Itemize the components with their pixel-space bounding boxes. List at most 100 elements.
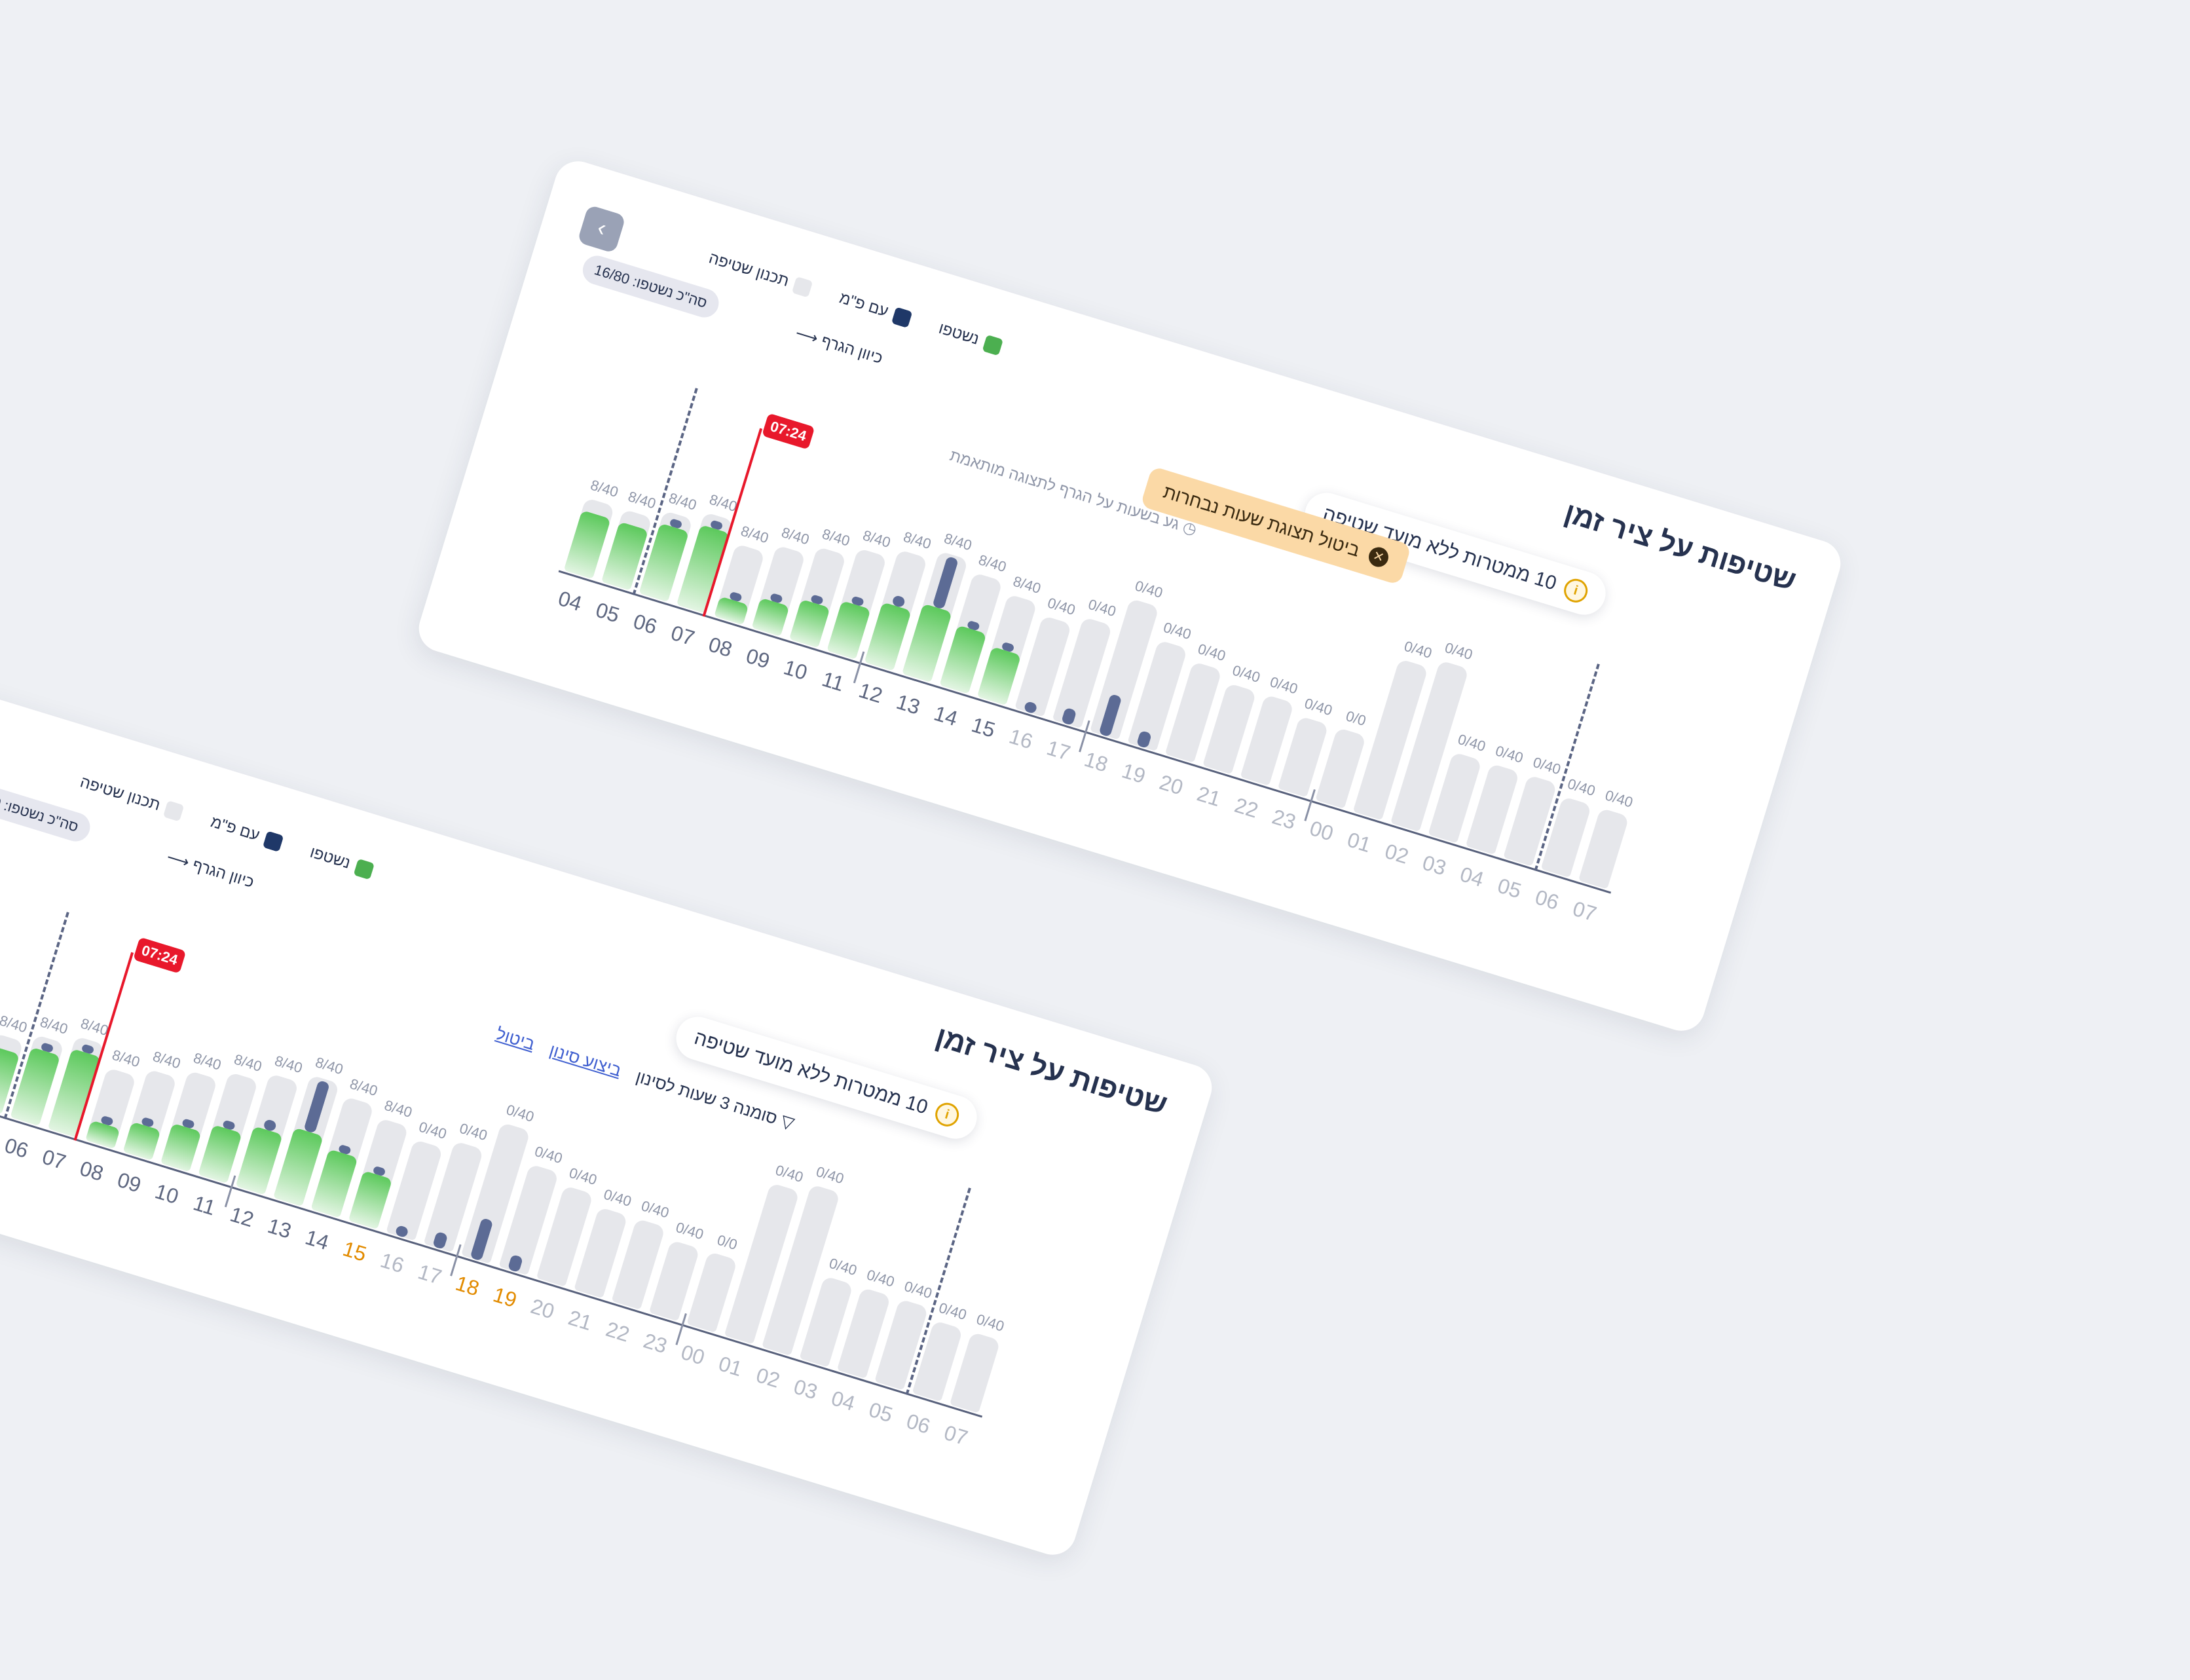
hour-tick-label[interactable]: 23 xyxy=(640,1328,670,1358)
capacity-label: 0/40 xyxy=(532,1142,565,1167)
capacity-label: 0/40 xyxy=(937,1299,969,1324)
hour-tick-label[interactable]: 07 xyxy=(668,620,697,650)
hour-tick-label[interactable]: 20 xyxy=(528,1294,557,1324)
hour-tick-label[interactable]: 07 xyxy=(1570,896,1599,926)
legend-label: תכנון שטיפה xyxy=(707,249,791,291)
hour-tick-label[interactable]: 23 xyxy=(1269,804,1299,834)
capacity-label: 8/40 xyxy=(110,1046,142,1071)
legend-label: עם פ"מ xyxy=(837,289,891,321)
hour-tick-label[interactable]: 10 xyxy=(152,1179,182,1209)
timeline-chart: 8/40 04 8/40 05 8/40 06 8/40 07 8/40 08 8/40 09 8/40… xyxy=(0,877,1049,1462)
capacity-label: 0/40 xyxy=(1402,637,1434,662)
hour-tick-label[interactable]: 06 xyxy=(1532,885,1562,914)
hour-tick-label[interactable]: 08 xyxy=(77,1156,107,1186)
capacity-label: 8/40 xyxy=(820,525,852,550)
hour-tick-label[interactable]: 04 xyxy=(1457,862,1487,891)
hour-tick-label[interactable]: 14 xyxy=(931,701,961,731)
legend-swatch xyxy=(263,831,284,852)
hour-tick-label[interactable]: 16 xyxy=(377,1248,407,1278)
hour-tick-label[interactable]: 04 xyxy=(555,586,585,616)
back-chevron-button[interactable]: ‹ xyxy=(577,204,627,254)
capacity-label: 8/40 xyxy=(901,528,933,553)
capacity-label: 0/40 xyxy=(1268,673,1300,698)
hour-tick-label[interactable]: 06 xyxy=(904,1409,933,1438)
hour-tick-label[interactable]: 03 xyxy=(790,1374,821,1404)
capacity-label: 0/40 xyxy=(417,1118,449,1142)
with-pim-fill xyxy=(1060,707,1077,726)
capacity-label: 8/40 xyxy=(1011,572,1043,597)
capacity-label: 8/40 xyxy=(382,1096,415,1121)
timeline-chart: 8/40 04 8/40 05 8/40 06 8/40 07 8/40 08 8/40 09 8/40… xyxy=(545,353,1677,938)
hour-tick-label[interactable]: 01 xyxy=(1345,827,1374,857)
hour-tick-label[interactable]: 09 xyxy=(743,643,773,673)
hour-tick-label[interactable]: 13 xyxy=(265,1213,295,1243)
hour-tick-label[interactable]: 04 xyxy=(828,1386,858,1415)
hour-tick-label[interactable]: 12 xyxy=(856,678,885,708)
hour-tick-label[interactable]: 21 xyxy=(565,1305,595,1335)
hour-tick-label[interactable]: 05 xyxy=(593,597,623,627)
hour-tick-label[interactable]: 18 xyxy=(1081,747,1111,777)
hour-tick-label[interactable]: 06 xyxy=(630,609,660,639)
hour-tick-label[interactable]: 08 xyxy=(705,632,735,662)
hour-tick-label[interactable]: 02 xyxy=(1382,838,1412,868)
washed-fill xyxy=(864,602,912,671)
capacity-label: 8/40 xyxy=(191,1049,223,1073)
capacity-label: 0/40 xyxy=(1565,775,1597,800)
hour-tick-label[interactable]: 01 xyxy=(716,1351,745,1381)
current-time-tag: 07:24 xyxy=(762,413,815,450)
hour-tick-label[interactable]: 17 xyxy=(415,1260,445,1289)
washed-fill xyxy=(310,1149,358,1218)
hour-tick-label[interactable]: 11 xyxy=(819,667,847,696)
hour-tick-label[interactable]: 19 xyxy=(1119,758,1149,789)
capacity-label: 0/40 xyxy=(639,1197,671,1222)
with-pim-fill xyxy=(470,1217,494,1261)
washed-fill xyxy=(160,1123,202,1172)
capacity-label: 8/40 xyxy=(667,489,699,513)
hour-tick-label[interactable]: 03 xyxy=(1419,850,1449,880)
direction-toggle[interactable]: כיוון הגרף ⟶ xyxy=(793,324,885,368)
capacity-label: 8/40 xyxy=(739,522,771,547)
hour-tick-label[interactable]: 20 xyxy=(1157,770,1186,800)
capacity-label: 0/40 xyxy=(1302,694,1335,719)
hour-tick-label[interactable]: 05 xyxy=(1494,873,1525,903)
legend-label: נשטפו xyxy=(308,843,353,872)
capacity-label: 0/40 xyxy=(902,1277,935,1302)
info-icon: i xyxy=(932,1100,962,1130)
hour-tick-label[interactable]: 11 xyxy=(190,1191,219,1220)
hour-tick-label[interactable]: 06 xyxy=(1,1133,31,1163)
hour-tick-label[interactable]: 16 xyxy=(1006,724,1036,754)
legend-planned: תכנון שטיפה xyxy=(78,773,185,822)
hour-tick-label[interactable]: 22 xyxy=(603,1316,633,1347)
capacity-label: 8/40 xyxy=(151,1048,183,1072)
hour-tick-label[interactable]: 07 xyxy=(941,1420,971,1450)
hour-tick-label[interactable]: 15 xyxy=(969,713,998,742)
direction-label: כיוון הגרף xyxy=(819,332,885,368)
capacity-label: 8/40 xyxy=(588,476,621,501)
hour-tick-label[interactable]: 13 xyxy=(893,689,923,719)
hour-tick-label[interactable]: 05 xyxy=(866,1397,896,1427)
hour-tick-label[interactable]: 10 xyxy=(781,655,811,685)
capacity-label: 8/40 xyxy=(272,1052,305,1077)
close-icon[interactable]: ✕ xyxy=(1366,544,1391,570)
hour-tick-label[interactable]: 00 xyxy=(1307,815,1337,846)
capacity-label: 0/40 xyxy=(504,1101,536,1125)
hour-tick-label[interactable]: 22 xyxy=(1231,793,1261,823)
capacity-label: 0/40 xyxy=(1443,639,1475,663)
hour-tick-label[interactable]: 21 xyxy=(1194,781,1224,812)
hour-tick-label[interactable]: 00 xyxy=(678,1339,708,1370)
hour-tick-label[interactable]: 15 xyxy=(340,1237,369,1266)
washed-fill xyxy=(826,600,872,660)
hour-tick-label[interactable]: 09 xyxy=(115,1167,144,1197)
hour-tick-label[interactable]: 18 xyxy=(453,1271,483,1301)
legend-washed: נשטפו xyxy=(308,844,375,880)
hour-tick-label[interactable]: 17 xyxy=(1044,736,1073,765)
hour-tick-label[interactable]: 14 xyxy=(302,1225,332,1255)
hour-tick-label[interactable]: 12 xyxy=(227,1202,257,1232)
capacity-label: 0/40 xyxy=(601,1185,634,1210)
capacity-label: 8/40 xyxy=(942,529,974,554)
hour-tick-label[interactable]: 07 xyxy=(39,1144,69,1174)
hour-tick-label[interactable]: 19 xyxy=(490,1282,520,1313)
hour-tick-label[interactable]: 02 xyxy=(753,1362,783,1392)
direction-toggle[interactable]: כיוון הגרף ⟶ xyxy=(164,848,256,892)
washed-fill xyxy=(789,599,831,648)
